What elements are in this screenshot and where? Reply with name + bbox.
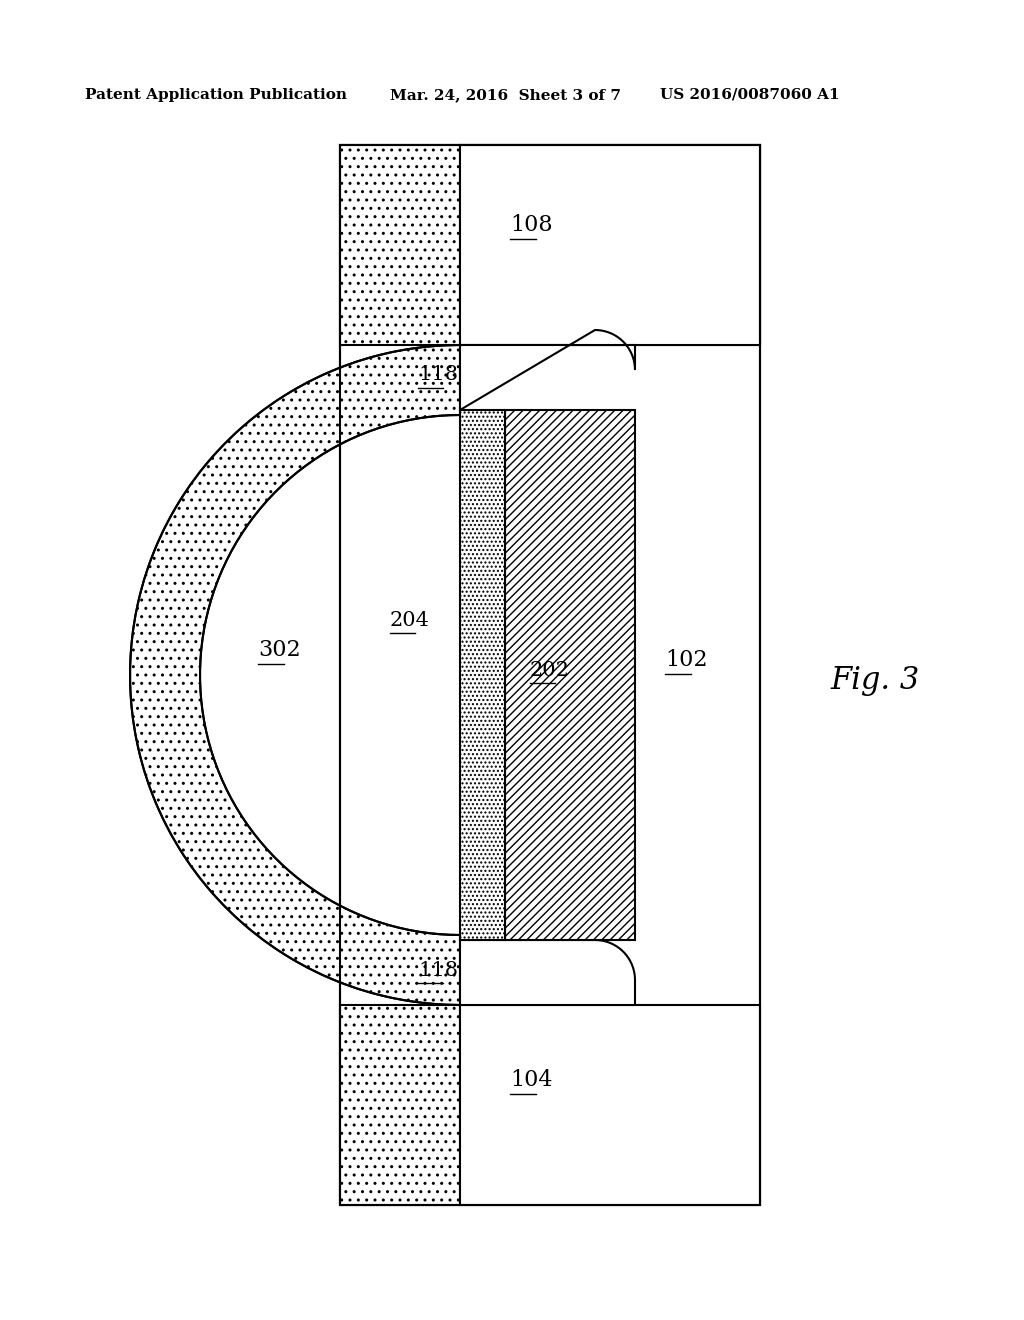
Text: 118: 118 xyxy=(418,366,458,384)
Text: 104: 104 xyxy=(510,1069,553,1092)
Text: Mar. 24, 2016  Sheet 3 of 7: Mar. 24, 2016 Sheet 3 of 7 xyxy=(390,88,621,102)
Text: Fig. 3: Fig. 3 xyxy=(830,664,920,696)
Bar xyxy=(505,411,635,940)
Text: 204: 204 xyxy=(390,610,430,630)
Bar xyxy=(460,145,760,345)
Polygon shape xyxy=(340,145,460,345)
Text: 118: 118 xyxy=(418,961,458,979)
Polygon shape xyxy=(340,145,760,1205)
Text: 302: 302 xyxy=(258,639,301,661)
Polygon shape xyxy=(460,145,760,345)
Text: 202: 202 xyxy=(530,660,570,680)
Bar xyxy=(340,145,760,1205)
Text: US 2016/0087060 A1: US 2016/0087060 A1 xyxy=(660,88,840,102)
Polygon shape xyxy=(460,330,635,411)
Polygon shape xyxy=(460,940,635,1005)
Polygon shape xyxy=(130,345,460,1005)
Text: Patent Application Publication: Patent Application Publication xyxy=(85,88,347,102)
Polygon shape xyxy=(340,1005,460,1205)
Text: 102: 102 xyxy=(665,649,708,671)
Bar xyxy=(460,1005,760,1205)
Bar xyxy=(460,411,505,940)
Text: 108: 108 xyxy=(510,214,553,236)
